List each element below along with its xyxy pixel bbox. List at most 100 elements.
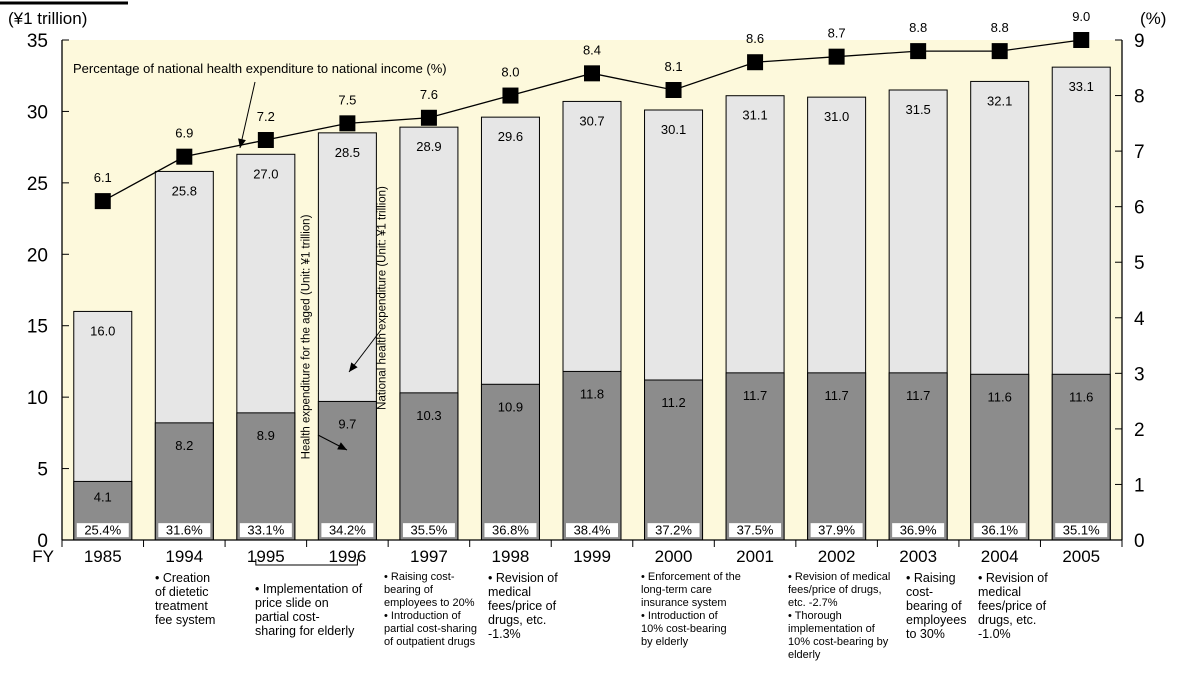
line-series-annotation: Percentage of national health expenditur… [73,61,447,76]
left-tick-label: 25 [27,174,48,195]
left-tick-label: 20 [27,245,48,266]
percentage-value: 8.6 [746,31,764,46]
x-tick-label: 1985 [84,547,122,566]
aged-value: 11.2 [661,395,685,410]
share-value: 33.1% [247,523,284,538]
percentage-marker [910,43,927,60]
note-bracket-1995-1996 [255,559,358,566]
aged-value: 10.3 [416,408,441,423]
share-value: 37.2% [655,523,692,538]
left-tick-label: 30 [27,102,48,123]
right-tick-label: 0 [1134,531,1145,552]
aged-value: 11.8 [580,386,604,401]
share-label-bg [892,523,945,538]
total-value: 29.6 [498,129,523,144]
x-tick-label: 1995 [247,547,285,566]
total-value: 25.8 [172,183,197,198]
bar-aged [317,400,377,541]
percentage-marker [828,48,845,65]
share-value: 35.1% [1063,523,1100,538]
percentage-value: 7.2 [257,109,275,124]
right-tick-label: 8 [1134,87,1145,108]
share-value: 31.6% [166,523,203,538]
share-label-bg [1055,523,1108,538]
aged-series-annotation: Health expenditure for the aged (Unit: ¥… [300,214,312,459]
x-tick-label: 2004 [981,547,1019,566]
left-tick-label: 35 [27,31,48,52]
percentage-value: 8.8 [991,20,1009,35]
total-value: 32.1 [987,93,1012,108]
x-tick-label: 1999 [573,547,611,566]
x-tick-label: 2000 [655,547,693,566]
share-value: 37.5% [737,523,774,538]
right-tick-label: 2 [1134,420,1145,441]
total-annotation-arrow-head [349,362,358,372]
percentage-marker [584,65,600,82]
percentage-value: 7.6 [420,87,438,102]
share-value: 36.9% [900,523,937,538]
share-value: 34.2% [329,523,366,538]
aged-value: 11.7 [743,388,767,403]
right-tick-label: 5 [1134,253,1145,274]
share-label-bg [321,523,374,538]
bar-aged [562,370,622,541]
percentage-value: 7.5 [338,92,356,107]
share-label-bg [76,523,129,538]
aged-value: 11.7 [906,388,930,403]
x-tick-label: 1996 [328,547,366,566]
percentage-value: 8.4 [583,42,601,57]
share-value: 36.1% [981,523,1018,538]
total-value: 28.5 [335,145,360,160]
aged-value: 11.6 [988,389,1012,404]
total-series-annotation: National health expenditure (Unit: ¥1 tr… [376,186,388,410]
percentage-marker [257,132,274,148]
line-annotation-arrow [239,81,256,149]
percentage-value: 6.1 [94,170,112,185]
percentage-marker [991,43,1008,60]
total-value: 30.1 [661,122,686,137]
note-1995-1996: • Implementation of price slide on parti… [255,582,363,638]
bar-aged [888,372,948,541]
note-2000: • Enforcement of the long-term care insu… [641,571,741,648]
share-label-bg [158,523,211,538]
share-label-bg [647,523,700,538]
note-2002: • Revision of medical fees/price of drug… [788,571,891,661]
bar-aged [725,372,785,541]
y-left-label: (¥1 trillion) [8,9,87,28]
left-tick-label: 5 [37,460,48,481]
note-1998: • Revision of medical fees/price of drug… [488,571,558,641]
x-tick-label: 2005 [1062,547,1100,566]
x-tick-label: 2003 [899,547,937,566]
share-label-bg [810,523,863,538]
x-tick-label: 2001 [736,547,774,566]
total-value: 31.0 [824,109,849,124]
note-1997: • Raising cost- bearing of employees to … [384,571,477,648]
x-tick-label: 2002 [818,547,856,566]
percentage-marker [747,54,764,71]
total-value: 27.0 [253,166,278,181]
percentage-marker [502,87,519,104]
total-value: 16.0 [90,323,115,338]
share-value: 37.9% [818,523,855,538]
line-annotation-arrow-head [238,138,246,148]
y-right-label: (%) [1140,9,1166,28]
share-value: 36.8% [492,523,529,538]
note-2004: • Revision of medical fees/price of drug… [978,571,1048,641]
right-tick-label: 1 [1134,475,1145,496]
bar-aged [236,412,296,541]
right-tick-label: 9 [1134,31,1145,52]
x-tick-label: 1994 [165,547,203,566]
total-value: 33.1 [1069,79,1094,94]
aged-value: 4.1 [94,489,112,504]
share-label-bg [566,523,618,538]
percentage-marker [665,82,682,98]
right-tick-label: 7 [1134,142,1145,163]
bar-aged [970,373,1030,541]
aged-value: 9.7 [338,416,356,431]
share-label-bg [402,523,455,538]
x-tick-label: 1997 [410,547,448,566]
right-tick-label: 4 [1134,309,1145,330]
percentage-value: 8.1 [664,59,682,74]
bar-aged [1051,373,1111,541]
